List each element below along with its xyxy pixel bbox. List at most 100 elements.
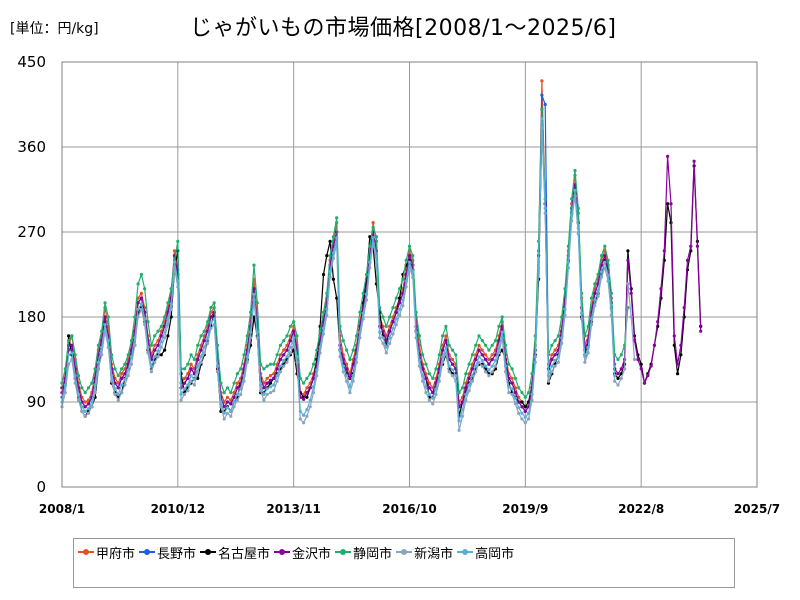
data-point [450,357,455,362]
series-line [61,108,702,412]
legend-swatch [457,547,474,557]
data-point [206,320,210,324]
data-point [523,395,527,399]
data-point [199,360,203,364]
data-point [652,343,657,347]
data-point [262,392,266,396]
data-point [255,301,259,305]
data-point [474,357,478,362]
data-point [268,381,273,385]
data-point [639,367,643,371]
data-point [321,310,326,314]
data-point [120,367,124,371]
data-point [530,372,534,376]
data-point [490,353,494,357]
data-point [553,348,557,352]
data-point [146,320,150,324]
data-point [153,343,157,347]
data-point [235,398,239,402]
data-point [169,315,173,319]
data-point [235,392,239,396]
data-point [302,413,306,417]
data-point [298,376,302,380]
data-point [546,379,551,383]
data-point [209,315,213,319]
data-point [586,324,590,328]
data-point [308,398,312,402]
data-point [159,353,163,357]
legend-label: 静岡市 [353,546,393,562]
data-point [411,270,415,274]
data-point [285,355,289,359]
data-point [603,260,607,264]
data-point [599,270,604,274]
data-point [583,360,587,364]
data-point [447,343,451,347]
data-point [139,302,143,306]
data-point [83,414,87,418]
data-point [659,287,663,291]
data-point [450,368,455,372]
data-point [192,357,196,362]
data-point [325,254,329,258]
data-point [540,79,544,83]
data-point [520,391,524,395]
data-point [431,396,435,400]
data-point [407,244,412,248]
data-point [126,353,130,357]
data-point [262,386,266,390]
data-point [139,291,143,295]
data-point [149,364,153,368]
data-point [626,249,630,253]
data-point [434,392,438,396]
data-point [467,383,471,387]
data-point [434,387,438,391]
data-point [73,374,77,378]
data-point [457,391,461,395]
data-point [338,349,342,353]
y-axis-ticks: 0 90 180 270 360 450 [17,53,46,496]
data-point [490,343,494,347]
data-point [166,334,170,338]
data-point [636,357,640,362]
data-point [374,235,378,239]
data-point [391,306,395,310]
data-point [537,260,541,264]
data-point [689,244,693,248]
data-point [401,277,405,281]
data-point [285,360,289,364]
data-point [229,391,233,395]
data-point [540,93,544,97]
data-point [444,345,448,349]
data-point [268,374,273,378]
data-point [490,364,494,368]
data-point [70,343,74,347]
data-point [275,353,279,357]
data-point [116,392,120,396]
chart-title: じゃがいもの市場価格[2008/1～2025/6] [190,16,617,41]
data-point [159,345,163,349]
data-point [275,374,279,378]
data-point [520,411,524,415]
data-point [149,343,153,347]
data-point [192,383,196,387]
data-point [427,372,431,376]
data-point [259,383,263,387]
data-point [308,405,312,409]
data-point [354,355,359,359]
data-point [470,379,474,383]
data-point [235,372,239,376]
data-point [527,417,531,421]
data-point [431,391,435,395]
data-point [662,249,666,253]
data-point [76,392,81,396]
data-point [285,348,289,352]
data-point [457,419,461,423]
legend: 甲府市 長野市 名古屋市 金沢市 静岡市 新潟市 高岡市 [73,538,735,588]
data-point [632,357,637,362]
data-point [225,406,230,410]
data-point [431,402,435,406]
data-point [153,334,157,338]
data-point [358,310,362,314]
grid-lines [62,62,757,487]
